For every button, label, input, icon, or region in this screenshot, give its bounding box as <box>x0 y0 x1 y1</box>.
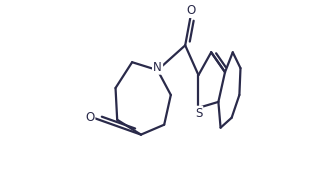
Text: S: S <box>195 107 202 120</box>
Text: N: N <box>153 61 162 74</box>
Text: O: O <box>85 111 94 124</box>
Text: O: O <box>186 4 195 17</box>
